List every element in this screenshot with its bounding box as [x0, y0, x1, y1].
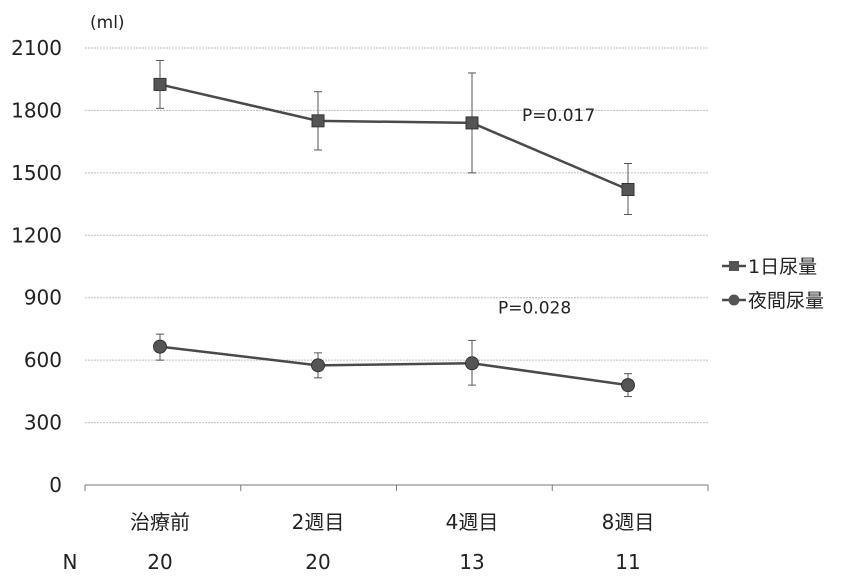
legend-marker [729, 261, 739, 271]
legend-label: 1日尿量 [748, 256, 817, 278]
p-value-annotation: P=0.028 [498, 298, 571, 318]
data-point [621, 378, 635, 393]
n-label: N [63, 550, 78, 574]
data-point [465, 116, 479, 130]
x-category-labels: 治療前 2週目 4週目 8週目 [130, 510, 654, 534]
annotations: P=0.017 P=0.028 [498, 106, 595, 318]
series-group [153, 59, 635, 398]
series-2 [153, 333, 635, 398]
data-point [311, 358, 325, 373]
y-tick-label: 1800 [11, 98, 62, 122]
gridlines [85, 47, 708, 424]
y-tick-label: 300 [24, 411, 62, 435]
y-tick-label: 2100 [11, 36, 62, 60]
legend-item: 1日尿量 [722, 256, 817, 278]
x-tick-marks [84, 485, 709, 491]
y-tick-labels: 0 300 600 900 1200 1500 1800 2100 [11, 36, 62, 497]
y-unit-label: (ml) [90, 13, 125, 33]
series-1 [153, 59, 635, 215]
x-category-label: 8週目 [602, 510, 655, 534]
x-category-label: 4週目 [446, 510, 499, 534]
data-point [153, 339, 167, 354]
n-value: 11 [615, 550, 640, 574]
data-point [153, 77, 167, 91]
n-value: 13 [459, 550, 484, 574]
legend-marker [728, 294, 740, 306]
legend-item: 夜間尿量 [722, 290, 824, 312]
series-line [159, 345, 629, 387]
series-line [159, 83, 629, 191]
p-value-annotation: P=0.017 [522, 106, 595, 126]
y-tick-label: 1200 [11, 223, 62, 247]
y-tick-label: 1500 [11, 161, 62, 185]
data-point [311, 114, 325, 128]
y-tick-label: 900 [24, 286, 62, 310]
n-values-row: 20 20 13 11 [147, 550, 640, 574]
y-tick-label: 0 [49, 473, 62, 497]
n-value: 20 [305, 550, 330, 574]
data-point [621, 183, 635, 197]
n-value: 20 [147, 550, 172, 574]
data-point [465, 356, 479, 371]
y-tick-label: 600 [24, 348, 62, 372]
x-category-label: 治療前 [130, 510, 190, 534]
x-category-label: 2週目 [292, 510, 345, 534]
legend-label: 夜間尿量 [748, 290, 824, 312]
